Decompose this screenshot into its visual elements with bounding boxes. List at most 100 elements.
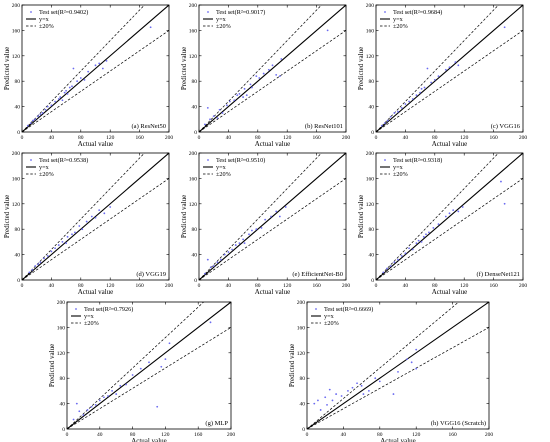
legend-label-band: ±20% <box>324 320 339 327</box>
data-point <box>34 118 37 121</box>
data-point <box>461 206 464 208</box>
data-point <box>107 395 109 397</box>
data-point <box>101 67 104 70</box>
y-tick-label: 80 <box>369 79 375 85</box>
identity-line <box>376 5 523 132</box>
identity-line <box>199 153 346 280</box>
data-point <box>85 220 88 223</box>
data-point <box>386 267 388 270</box>
data-point <box>430 81 433 84</box>
legend-label-test: Test set(R²=0.9510) <box>216 157 265 164</box>
data-points <box>203 29 329 126</box>
data-point <box>226 104 228 107</box>
x-tick-label: 160 <box>448 432 457 438</box>
data-point <box>280 58 283 60</box>
x-tick-label: 80 <box>78 135 84 141</box>
x-tick-label: 160 <box>135 135 144 141</box>
y-axis-label: Predicted value <box>288 344 296 387</box>
y-axis-label: Predicted value <box>357 47 365 90</box>
data-point <box>103 396 105 399</box>
data-point <box>319 409 322 411</box>
data-point <box>380 124 383 127</box>
plot-frame <box>21 152 170 281</box>
data-point <box>362 393 365 395</box>
upper-band-line <box>307 302 460 429</box>
data-point <box>245 94 248 97</box>
y-tick-label: 80 <box>15 227 21 233</box>
x-tick-label: 40 <box>403 283 409 289</box>
reference-lines <box>199 153 346 280</box>
data-point <box>415 348 418 351</box>
legend-label-band: ±20% <box>216 23 231 30</box>
x-tick-label: 40 <box>226 135 232 141</box>
data-point <box>212 265 215 267</box>
data-point <box>105 59 108 62</box>
data-point <box>275 73 278 76</box>
panel-1: 0 40 80 120 160 200 0 40 80 120 160 200 Actual value… <box>3 3 173 148</box>
data-point <box>119 384 122 387</box>
data-point <box>378 380 381 383</box>
x-axis-label: Actual value <box>131 437 167 442</box>
data-point <box>98 399 101 402</box>
data-point <box>227 251 230 253</box>
lower-band-line <box>199 30 346 132</box>
legend-label-band: ±20% <box>216 171 231 178</box>
data-point <box>218 108 221 111</box>
y-tick-label: 160 <box>12 176 21 182</box>
data-point <box>267 68 270 71</box>
x-tick-label: 80 <box>377 432 383 438</box>
data-point <box>78 225 81 227</box>
data-point <box>397 110 399 113</box>
y-tick-label: 40 <box>192 105 198 111</box>
data-point <box>360 384 363 387</box>
y-tick-label: 160 <box>297 325 306 331</box>
x-tick-label: 160 <box>194 432 203 438</box>
x-tick-label: 160 <box>489 135 498 141</box>
y-tick-label: 40 <box>15 105 21 111</box>
legend-label-band: ±20% <box>84 320 99 327</box>
data-point <box>264 218 267 221</box>
x-axis-label: Actual value <box>255 288 291 296</box>
y-tick-label: 40 <box>192 253 198 259</box>
data-point <box>393 261 396 264</box>
y-tick-label: 40 <box>15 253 21 259</box>
y-tick-label: 80 <box>15 79 21 85</box>
data-point <box>57 244 60 246</box>
y-tick-label: 120 <box>366 54 375 60</box>
data-point <box>94 64 97 67</box>
data-point <box>251 229 253 232</box>
data-point <box>148 361 150 364</box>
y-tick-label: 160 <box>57 325 66 331</box>
data-point <box>410 361 413 364</box>
data-point <box>26 124 29 127</box>
data-point <box>270 215 272 218</box>
data-point <box>61 99 64 102</box>
reference-lines <box>67 302 231 429</box>
data-point <box>411 248 414 251</box>
legend-label-test: Test set(R²=0.9538) <box>39 157 88 164</box>
data-point <box>444 68 447 71</box>
data-point <box>87 70 90 73</box>
data-point <box>383 122 386 125</box>
data-point <box>71 85 73 88</box>
legend-label-band: ±20% <box>39 171 54 178</box>
plot-frame <box>66 301 232 430</box>
data-point <box>425 233 427 236</box>
data-point <box>149 26 152 29</box>
data-point <box>400 254 403 257</box>
legend-marker-test <box>30 11 32 13</box>
data-point <box>160 365 163 368</box>
data-point <box>356 382 358 385</box>
data-point <box>317 399 319 402</box>
data-point <box>228 100 231 103</box>
legend-label-identity: y=x <box>39 164 50 171</box>
legend-label-band: ±20% <box>393 171 408 178</box>
data-point <box>243 87 246 90</box>
lower-band-line <box>376 30 523 132</box>
x-tick-label: 80 <box>432 135 438 141</box>
identity-line <box>67 302 231 429</box>
data-point <box>46 105 49 108</box>
panel-label: (d) VGG19 <box>136 271 166 278</box>
panel-label: (c) VGG16 <box>491 123 521 130</box>
